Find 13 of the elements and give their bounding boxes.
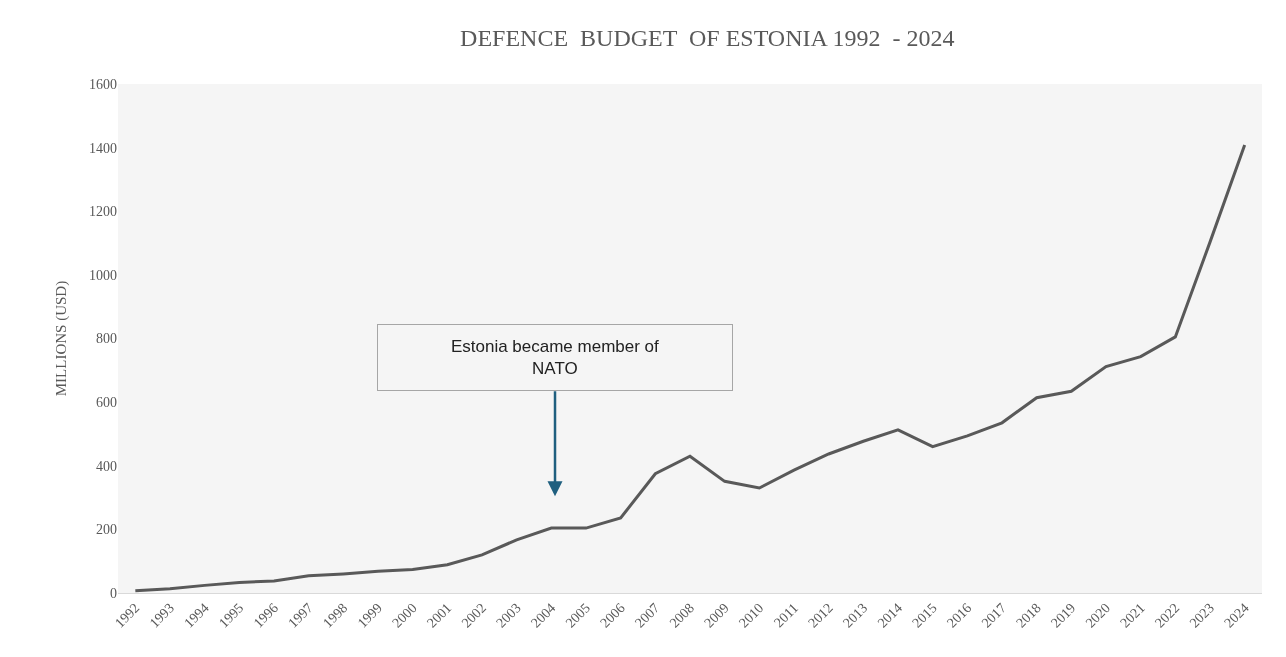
- y-tick-label: 1000: [89, 267, 117, 283]
- y-tick-label: 600: [96, 395, 117, 411]
- y-tick-label: 0: [110, 585, 117, 601]
- annotation: Estonia became member of NATO: [450, 337, 660, 379]
- chart-title: DEFENCE BUDGET OF ESTONIA 1992 - 2024: [460, 25, 955, 52]
- y-tick-label: 1600: [89, 76, 117, 92]
- y-tick-label: 800: [96, 331, 117, 347]
- y-tick-label: 1400: [89, 140, 117, 156]
- y-tick-label: 400: [96, 458, 117, 474]
- y-axis-title: MILLIONS (USD): [53, 280, 71, 397]
- y-tick-label: 200: [96, 522, 117, 538]
- line-series: [133, 143, 1247, 593]
- y-tick-label: 1200: [89, 204, 117, 220]
